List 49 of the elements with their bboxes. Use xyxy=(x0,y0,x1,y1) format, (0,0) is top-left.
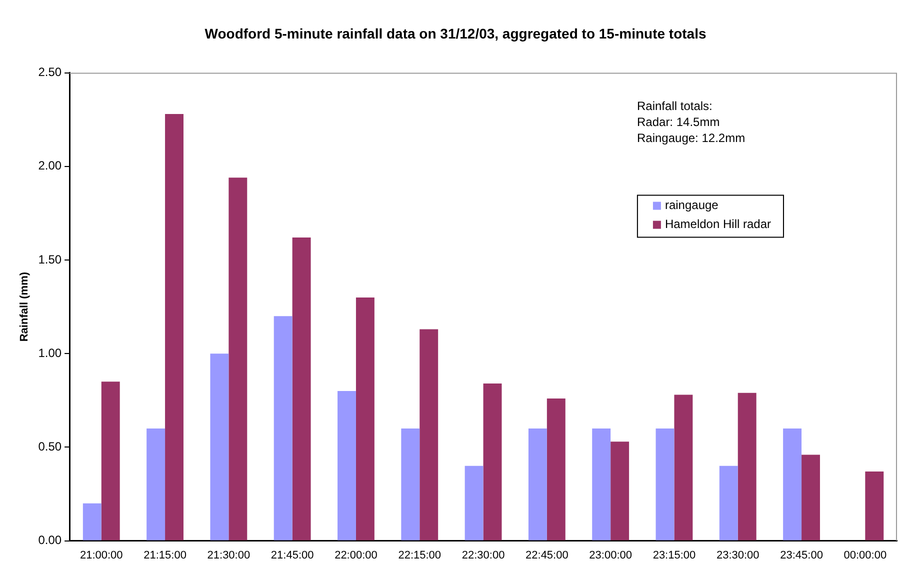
bar xyxy=(101,382,120,540)
x-tick-label: 21:00:00 xyxy=(80,549,123,562)
annotation: Rainfall totals: Radar: 14.5mm Raingauge: 12.2mm xyxy=(637,99,746,146)
bar xyxy=(483,384,502,540)
y-tick-label: 0.00 xyxy=(38,533,62,548)
x-tick-label: 22:30:00 xyxy=(462,549,505,562)
bar xyxy=(656,428,674,540)
bar xyxy=(674,394,693,540)
bar xyxy=(528,428,547,540)
y-tick-label: 2.50 xyxy=(38,65,62,80)
bar xyxy=(338,391,356,540)
bar xyxy=(546,398,566,540)
chart-title: Woodford 5-minute rainfall data on 31/12/03, aggregated to 15-minute totals xyxy=(204,25,706,42)
y-tick-label: 1.50 xyxy=(38,252,62,266)
x-tick-label: 21:45:00 xyxy=(270,549,314,562)
x-tick-label: 22:15:00 xyxy=(398,549,442,562)
x-tick-label: 00:00:00 xyxy=(844,549,887,562)
bar xyxy=(610,442,630,540)
bar xyxy=(356,297,374,540)
bar xyxy=(82,503,102,540)
legend-label: Hameldon Hill radar xyxy=(664,217,772,232)
bar xyxy=(865,472,884,540)
bar xyxy=(401,428,420,540)
bar xyxy=(165,114,184,540)
x-tick-label: 23:15:00 xyxy=(652,549,696,562)
bar xyxy=(420,329,438,540)
x-tick-label: 21:15:00 xyxy=(144,549,186,562)
x-tick-label: 22:45:00 xyxy=(526,549,568,562)
bar xyxy=(719,466,738,540)
bar xyxy=(292,238,311,540)
bar xyxy=(274,316,292,540)
x-tick-label: 23:30:00 xyxy=(716,549,760,562)
bar xyxy=(210,354,229,540)
legend-label: raingauge xyxy=(664,198,719,212)
x-tick-label: 23:00:00 xyxy=(589,549,632,562)
bar xyxy=(802,454,820,540)
bar xyxy=(783,428,802,540)
x-tick-label: 23:45:00 xyxy=(780,549,823,562)
bar xyxy=(592,428,611,540)
y-tick-label: 1.00 xyxy=(38,346,62,360)
bar xyxy=(228,178,248,540)
y-tick-label: 2.00 xyxy=(38,158,62,173)
y-axis-title: Rainfall (mm) xyxy=(18,272,31,342)
x-tick-label: 21:30:00 xyxy=(207,549,250,562)
y-tick-label: 0.50 xyxy=(38,440,62,454)
bar xyxy=(464,466,484,540)
x-tick-label: 22:00:00 xyxy=(334,549,378,562)
bar xyxy=(146,428,166,540)
bar xyxy=(738,392,756,540)
